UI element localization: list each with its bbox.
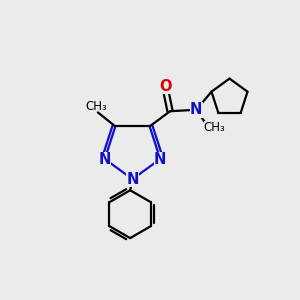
Text: N: N (99, 152, 111, 166)
Text: O: O (159, 79, 172, 94)
Text: CH₃: CH₃ (204, 121, 226, 134)
Text: N: N (190, 102, 202, 117)
Text: N: N (154, 152, 167, 166)
Text: CH₃: CH₃ (85, 100, 107, 113)
Text: N: N (126, 172, 139, 187)
